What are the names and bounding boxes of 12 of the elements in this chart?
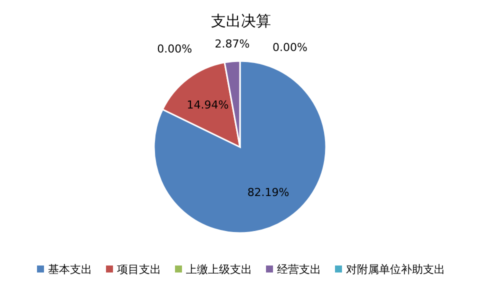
text: 0.00% [272, 41, 308, 54]
pie-slice [153, 60, 327, 234]
chart-title: 支出决算 [211, 12, 271, 30]
text: 0.00% [157, 42, 192, 56]
data-label: 14.94% [186, 98, 229, 112]
data-label: 2.87% [214, 37, 250, 50]
legend-label: 对附属单位补助支出 [346, 263, 445, 276]
data-label: 82.19% [247, 186, 290, 200]
legend-label: 经营支出 [277, 263, 321, 276]
legend-label: 上缴上级支出 [186, 263, 252, 276]
legend-label: 项目支出 [117, 263, 161, 276]
legend-label: 基本支出 [48, 263, 92, 276]
